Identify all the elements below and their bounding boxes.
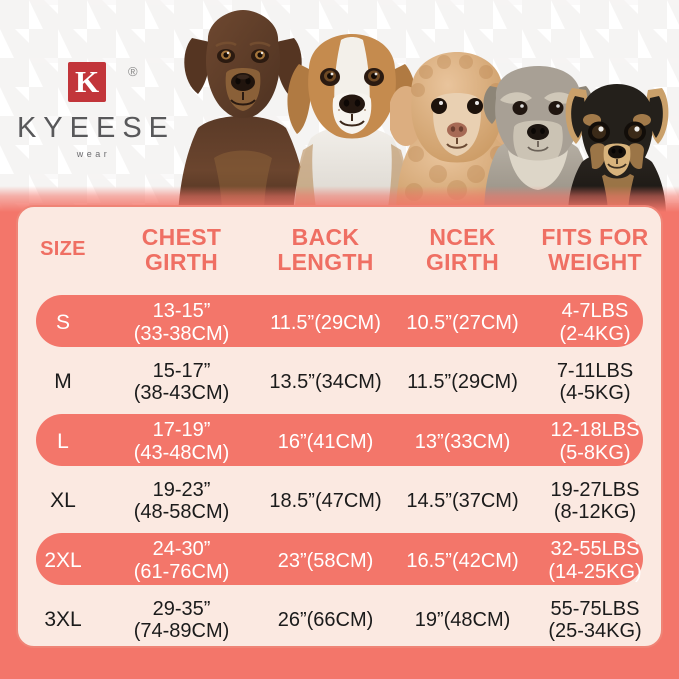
table-row-s: S 13-15” (33-38CM) 11.5”(29CM) 10.5”(27C… <box>18 293 661 353</box>
column-header-size: SIZE <box>40 238 86 261</box>
cell-neck-girth: 16.5”(42CM) <box>406 549 519 572</box>
dog-photo-group <box>168 0 679 215</box>
brand-logo: K ® KYEESE wear <box>16 62 181 167</box>
cell-size: XL <box>50 489 76 513</box>
logo-mark: K <box>68 62 106 102</box>
value-line-2: (4-5KG) <box>559 382 631 405</box>
cell-size: L <box>57 429 69 453</box>
cell-size: M <box>54 370 72 394</box>
cell-back-length: 26”(66CM) <box>277 609 374 632</box>
column-header-fits-for-weight: FITS FOR WEIGHT <box>529 207 661 293</box>
table-header: SIZE CHEST GIRTH BACK LENGTH NCEK GIRTH <box>18 207 661 293</box>
table-row-m: M 15-17” (38-43CM) 13.5”(34CM) 11.5”(29C… <box>18 353 661 413</box>
brand-tagline: wear <box>76 149 111 159</box>
cell-back-length: 13.5”(34CM) <box>269 371 382 394</box>
cell-back-length: 16”(41CM) <box>277 430 374 453</box>
hero-banner: K ® KYEESE wear <box>0 0 679 215</box>
value-line-1: 12-18LBS <box>550 419 640 442</box>
value-line-1: 4-7LBS <box>561 300 629 323</box>
table-body: S 13-15” (33-38CM) 11.5”(29CM) 10.5”(27C… <box>18 293 661 647</box>
cell-neck-girth: 19”(48CM) <box>414 609 511 632</box>
dog-photo-schnauzer <box>483 66 593 215</box>
value-line-2: (43-48CM) <box>133 441 230 464</box>
size-chart-card: SIZE CHEST GIRTH BACK LENGTH NCEK GIRTH <box>16 205 663 648</box>
cell-back-length: 11.5”(29CM) <box>270 311 381 334</box>
value-line-1: 17-19” <box>152 419 211 442</box>
value-line-2: (33-38CM) <box>133 322 230 345</box>
table-row-l: L 17-19” (43-48CM) 16”(41CM) 13”(33CM) 1… <box>18 412 661 472</box>
column-header-back-length: BACK LENGTH <box>255 207 396 293</box>
cell-fits-for-weight: 4-7LBS (2-4KG) <box>529 293 661 353</box>
cell-chest-girth: 17-19” (43-48CM) <box>108 412 255 472</box>
header-line-1: BACK <box>291 224 360 251</box>
header-line-1: NCEK <box>429 224 496 251</box>
cell-size: S <box>55 310 70 334</box>
value-line-1: 55-75LBS <box>550 597 640 620</box>
cell-neck-girth: 11.5”(29CM) <box>407 371 518 394</box>
cell-chest-girth: 19-23” (48-58CM) <box>108 472 255 532</box>
value-line-2: (61-76CM) <box>133 560 230 583</box>
value-line-1: 32-55LBS <box>550 538 640 561</box>
cell-neck-girth: 13”(33CM) <box>414 430 511 453</box>
value-line-2: (38-43CM) <box>133 382 230 405</box>
value-line-2: (48-58CM) <box>133 501 230 524</box>
cell-fits-for-weight: 7-11LBS (4-5KG) <box>529 353 661 413</box>
value-line-2: (14-25KG) <box>548 560 642 583</box>
header-line-2: WEIGHT <box>548 249 642 275</box>
logo-letter: K <box>74 64 100 99</box>
value-line-1: 19-23” <box>152 478 211 501</box>
cell-chest-girth: 24-30” (61-76CM) <box>108 531 255 591</box>
cell-fits-for-weight: 32-55LBS (14-25KG) <box>529 531 661 591</box>
value-line-2: (2-4KG) <box>559 322 631 345</box>
cell-fits-for-weight: 12-18LBS (5-8KG) <box>529 412 661 472</box>
value-line-1: 24-30” <box>152 538 211 561</box>
cell-back-length: 18.5”(47CM) <box>269 490 382 513</box>
value-line-2: (25-34KG) <box>548 620 642 643</box>
logo-square <box>68 62 106 102</box>
cell-chest-girth: 15-17” (38-43CM) <box>108 353 255 413</box>
value-line-1: 15-17” <box>152 359 211 382</box>
value-line-2: (8-12KG) <box>553 501 637 524</box>
table-row-3xl: 3XL 29-35” (74-89CM) 26”(66CM) 19”(48CM)… <box>18 591 661 647</box>
registered-trademark-icon: ® <box>128 64 138 79</box>
header-row: SIZE CHEST GIRTH BACK LENGTH NCEK GIRTH <box>18 207 661 293</box>
brand-name: KYEESE <box>16 112 176 144</box>
cell-back-length: 23”(58CM) <box>277 549 374 572</box>
cell-neck-girth: 14.5”(37CM) <box>406 490 519 513</box>
table-row-2xl: 2XL 24-30” (61-76CM) 23”(58CM) 16.5”(42C… <box>18 531 661 591</box>
table-row-xl: XL 19-23” (48-58CM) 18.5”(47CM) 14.5”(37… <box>18 472 661 532</box>
column-header-chest-girth: CHEST GIRTH <box>108 207 255 293</box>
value-line-2: (74-89CM) <box>133 620 230 643</box>
header-line-2: GIRTH <box>425 249 500 275</box>
header-line-2: GIRTH <box>144 249 219 275</box>
value-line-2: (5-8KG) <box>559 441 631 464</box>
cell-chest-girth: 29-35” (74-89CM) <box>108 591 255 647</box>
value-line-1: 13-15” <box>152 300 211 323</box>
value-line-1: 19-27LBS <box>550 478 640 501</box>
size-chart-table: SIZE CHEST GIRTH BACK LENGTH NCEK GIRTH <box>18 207 661 647</box>
header-line-1: CHEST <box>141 224 222 251</box>
cell-chest-girth: 13-15” (33-38CM) <box>108 293 255 353</box>
value-line-1: 7-11LBS <box>556 359 634 382</box>
cell-fits-for-weight: 19-27LBS (8-12KG) <box>529 472 661 532</box>
cell-size: 3XL <box>44 608 82 632</box>
value-line-1: 29-35” <box>152 597 211 620</box>
column-header-neck-girth: NCEK GIRTH <box>396 207 529 293</box>
cell-fits-for-weight: 55-75LBS (25-34KG) <box>529 591 661 647</box>
cell-size: 2XL <box>44 548 82 572</box>
header-line-1: FITS FOR <box>541 224 649 251</box>
cell-neck-girth: 10.5”(27CM) <box>406 311 519 334</box>
header-line-2: LENGTH <box>277 249 374 275</box>
